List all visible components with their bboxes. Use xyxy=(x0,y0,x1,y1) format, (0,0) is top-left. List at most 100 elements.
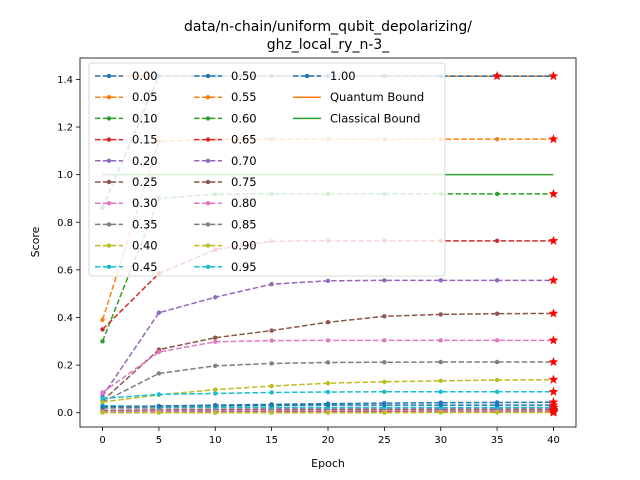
data-point xyxy=(213,387,218,392)
data-point xyxy=(156,410,162,415)
final-star-marker xyxy=(548,188,559,199)
data-point xyxy=(269,403,274,408)
legend-entry: 0.10 xyxy=(95,111,158,125)
final-star-marker xyxy=(548,335,559,345)
legend-box xyxy=(88,62,446,277)
legend-swatch-marker xyxy=(106,73,112,79)
data-point xyxy=(213,335,218,340)
data-point xyxy=(494,410,500,415)
legend-label: 0.25 xyxy=(132,175,158,189)
data-point xyxy=(325,338,331,343)
final-star-marker xyxy=(548,407,559,417)
final-star-marker xyxy=(548,308,559,318)
final-star-marker xyxy=(548,399,559,410)
data-point xyxy=(213,363,218,369)
data-point xyxy=(382,402,387,408)
data-point xyxy=(269,383,274,389)
x-tick-label: 0 xyxy=(99,435,105,446)
data-point xyxy=(325,389,331,395)
data-point xyxy=(100,399,105,405)
data-point xyxy=(325,410,331,415)
legend-label: 0.75 xyxy=(231,175,257,189)
x-tick-label: 5 xyxy=(156,435,162,446)
legend-entry: 0.80 xyxy=(194,196,257,210)
chart-title-line1: data/n-chain/uniform_qubit_depolarizing/ xyxy=(184,19,472,35)
data-point xyxy=(100,339,105,344)
legend-entry: 0.65 xyxy=(194,133,257,147)
data-point xyxy=(100,410,105,415)
y-tick-label: 1.0 xyxy=(57,170,73,181)
legend-swatch-marker xyxy=(106,158,112,163)
legend-swatch-marker xyxy=(205,264,211,269)
best-star-marker xyxy=(492,70,503,81)
data-point xyxy=(438,389,443,394)
legend-swatch-marker xyxy=(205,179,211,185)
legend-entry: 0.95 xyxy=(194,260,257,274)
data-point xyxy=(156,371,162,376)
data-point xyxy=(382,278,387,283)
legend-entry: 0.85 xyxy=(194,217,257,231)
chart-title-line2: ghz_local_ry_n-3_ xyxy=(267,37,391,53)
data-point xyxy=(156,349,162,355)
legend-label: 0.70 xyxy=(231,154,257,168)
data-point xyxy=(213,391,218,396)
x-tick-label: 15 xyxy=(265,435,278,446)
series-group xyxy=(100,374,559,405)
data-point xyxy=(100,317,105,323)
data-point xyxy=(325,320,331,325)
legend-label: 0.55 xyxy=(231,90,257,104)
y-tick-label: 0.8 xyxy=(57,218,73,229)
series-group xyxy=(100,308,559,404)
data-point xyxy=(325,360,331,365)
legend-label: 0.20 xyxy=(132,154,158,168)
series-group xyxy=(100,407,559,417)
x-tick-label: 25 xyxy=(378,435,391,446)
data-point xyxy=(269,328,274,333)
legend-label: Classical Bound xyxy=(330,111,420,125)
data-point xyxy=(438,338,443,343)
legend-entry: 0.60 xyxy=(194,111,257,125)
y-tick-label: 0.4 xyxy=(57,313,73,324)
data-point xyxy=(325,402,331,408)
legend-label: 0.90 xyxy=(231,239,257,253)
data-point xyxy=(438,378,443,384)
data-point xyxy=(156,310,162,315)
data-point xyxy=(494,191,500,197)
legend-swatch-marker xyxy=(205,137,211,142)
legend-entry: 0.30 xyxy=(95,196,158,210)
data-point xyxy=(100,404,105,409)
final-star-marker xyxy=(548,70,559,81)
x-tick-label: 10 xyxy=(209,435,222,446)
data-point xyxy=(156,403,162,409)
data-point xyxy=(382,410,387,415)
x-tick-label: 35 xyxy=(491,435,504,446)
series-line xyxy=(102,312,554,402)
legend-entry: 0.05 xyxy=(95,90,158,104)
legend-label: 0.65 xyxy=(231,133,257,147)
legend-entry: 0.45 xyxy=(95,260,158,274)
legend-entry: 0.20 xyxy=(95,154,158,168)
data-point xyxy=(382,379,387,384)
x-tick-label: 30 xyxy=(434,435,447,446)
data-point xyxy=(269,410,274,415)
y-tick-label: 1.2 xyxy=(57,123,73,134)
legend-entry: 0.70 xyxy=(194,154,257,168)
legend-swatch-marker xyxy=(205,158,211,163)
legend-entry: 0.25 xyxy=(95,175,158,189)
data-point xyxy=(269,390,274,395)
legend-label: 0.85 xyxy=(231,217,257,231)
y-axis-label: Score xyxy=(29,226,42,257)
legend-label: 0.00 xyxy=(132,69,158,83)
y-tick-label: 0.0 xyxy=(57,408,73,419)
legend-swatch-marker xyxy=(106,137,112,142)
final-star-marker xyxy=(548,134,559,144)
legend-swatch-marker xyxy=(205,243,211,248)
legend-swatch-marker xyxy=(106,179,112,185)
data-point xyxy=(325,380,331,386)
legend-entry: 1.00 xyxy=(293,69,356,83)
plot-inner xyxy=(100,70,559,417)
legend-swatch-marker xyxy=(106,116,112,121)
legend-entry: 0.00 xyxy=(95,69,158,83)
legend-entry: 0.90 xyxy=(194,239,257,253)
